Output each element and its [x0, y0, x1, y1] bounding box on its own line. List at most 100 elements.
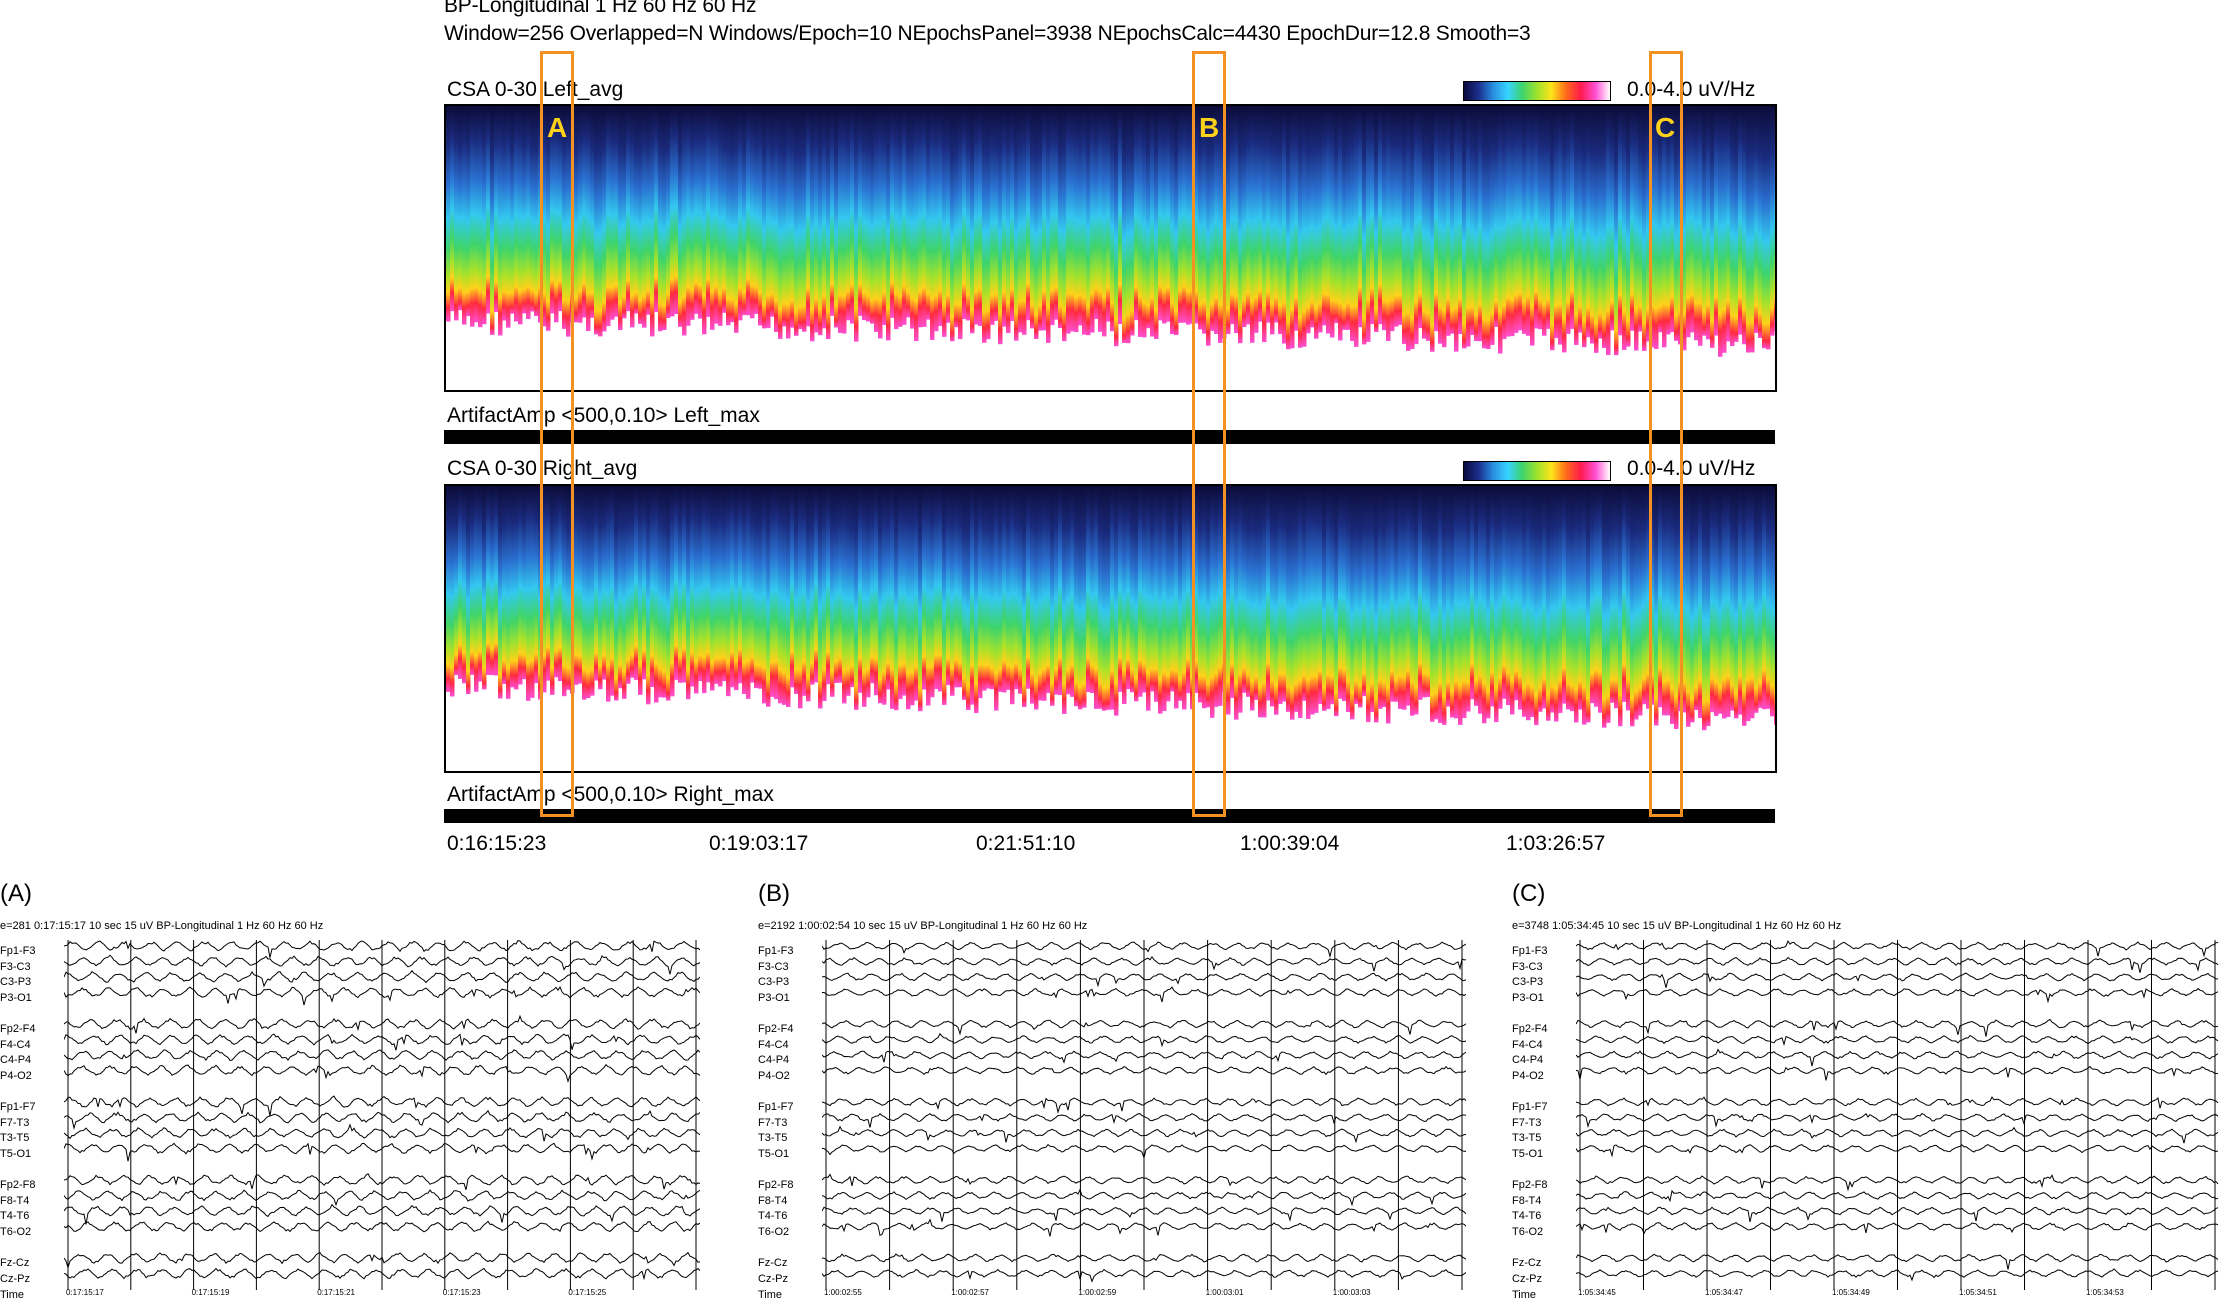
eeg-trace: [64, 1095, 700, 1116]
eeg-time-label: 0:17:15:19: [191, 1288, 230, 1297]
eeg-trace: [1576, 1126, 2219, 1144]
eeg-channel-label: Fp1-F7: [0, 1101, 36, 1113]
eeg-channel-label: F8-T4: [758, 1194, 788, 1207]
marker-label-c: C: [1655, 112, 1676, 143]
montage-header: BP-Longitudinal 1 Hz 60 Hz 60 Hz: [444, 0, 757, 17]
time-tick-3: 0:21:51:10: [976, 832, 1076, 855]
left-color-legend: [1463, 81, 1611, 101]
eeg-trace: [822, 1218, 1466, 1237]
eeg-trace: [822, 986, 1466, 1003]
marker-box-a: [540, 51, 574, 817]
eeg-traces: [822, 940, 1466, 1290]
eeg-trace: [1576, 1096, 2219, 1109]
eeg-channel-label: T4-T6: [1512, 1210, 1542, 1222]
eeg-trace: [64, 1220, 700, 1233]
eeg-trace: [1576, 1144, 2219, 1158]
eeg-trace: [1576, 1048, 2219, 1067]
left-artifact-bar: [444, 430, 1775, 444]
eeg-trace: [64, 1123, 700, 1142]
eeg-channel-label: C4-P4: [1512, 1054, 1544, 1066]
eeg-time-labels: 0:17:15:17 0:17:15:19 0:17:15:21 0:17:15:23…: [64, 1288, 700, 1302]
eeg-channel-label: F3-C3: [758, 960, 789, 973]
eeg-channel-label: T5-O1: [758, 1147, 790, 1160]
eeg-time-label: 1:05:34:45: [1578, 1288, 1616, 1297]
right-legend-range: 0.0-4.0 uV/Hz: [1627, 457, 1756, 480]
eeg-trace: [1576, 1018, 2219, 1037]
eeg-channel-label: T3-T5: [1512, 1132, 1542, 1144]
eeg-traces: [64, 940, 700, 1290]
eeg-channel-label: F7-T3: [1512, 1116, 1542, 1129]
left-spectrogram: [444, 104, 1777, 392]
left-spectrogram-plot: [446, 106, 1775, 390]
eeg-channel-label: T6-O2: [1512, 1225, 1544, 1238]
eeg-time-label: 1:00:03:01: [1205, 1288, 1244, 1297]
eeg-trace: [822, 1268, 1466, 1283]
eeg-channel-label: Fp2-F4: [1512, 1023, 1548, 1035]
eeg-trace: [822, 1050, 1466, 1064]
eeg-channel-label: T3-T5: [758, 1132, 788, 1144]
eeg-trace: [822, 956, 1466, 972]
eeg-trace: [1576, 1221, 2219, 1235]
eeg-trace: [64, 940, 700, 958]
eeg-trace: [822, 972, 1466, 988]
eeg-trace: [64, 1203, 700, 1225]
eeg-trace: [64, 969, 700, 988]
eeg-channel-label: F7-T3: [0, 1116, 30, 1129]
eeg-trace: [822, 1173, 1466, 1187]
eeg-trace: [64, 985, 700, 1006]
eeg-trace: [64, 1014, 700, 1034]
eeg-time-label: 0:17:15:21: [317, 1288, 355, 1297]
eeg-trace: [64, 1189, 700, 1207]
time-tick-1: 0:16:15:23: [447, 832, 547, 855]
eeg-time-label: 0:17:15:17: [66, 1288, 104, 1297]
eeg-trace: [1576, 956, 2219, 973]
eeg-trace: [822, 1112, 1466, 1128]
eeg-trace: [822, 1125, 1466, 1144]
eeg-channel-label: F3-C3: [0, 960, 31, 973]
eeg-channel-label: T5-O1: [1512, 1147, 1544, 1160]
eeg-channel-label: Fp1-F3: [758, 945, 794, 957]
eeg-trace: [64, 954, 700, 975]
eeg-channel-label: Fz-Cz: [0, 1257, 30, 1269]
eeg-time-label: 0:17:15:25: [568, 1288, 607, 1297]
eeg-time-labels: 1:05:34:45 1:05:34:47 1:05:34:49 1:05:34:51…: [1576, 1288, 2219, 1302]
eeg-trace: [1576, 1065, 2219, 1081]
eeg-trace: [822, 1188, 1466, 1207]
eeg-time-label: 1:00:02:55: [824, 1288, 862, 1297]
eeg-time-label: 1:05:34:49: [1832, 1288, 1870, 1297]
eeg-trace: [822, 1253, 1466, 1263]
eeg-channel-label: F3-C3: [1512, 960, 1543, 973]
eeg-trace: [822, 941, 1466, 959]
eeg-channel-label: Cz-Pz: [758, 1272, 788, 1285]
eeg-channel-label: P3-O1: [758, 991, 790, 1004]
eeg-channel-label: F7-T3: [758, 1116, 788, 1129]
eeg-channel-label: Time: [1512, 1289, 1537, 1301]
eeg-panel-info: e=2192 1:00:02:54 10 sec 15 uV BP-Longit…: [758, 920, 1088, 932]
eeg-channel-label: Fp1-F3: [1512, 945, 1548, 957]
eeg-channel-label: P3-O1: [1512, 991, 1544, 1004]
eeg-channel-label: P4-O2: [758, 1069, 790, 1082]
eeg-time-label: 1:00:03:03: [1332, 1288, 1371, 1297]
eeg-channel-label: P4-O2: [0, 1069, 32, 1082]
right-artifact-bar: [444, 809, 1775, 823]
eeg-panel-b: (B) e=2192 1:00:02:54 10 sec 15 uV BP-Lo…: [758, 880, 1468, 1310]
eeg-trace: [822, 1065, 1466, 1076]
eeg-channel-label: T4-T6: [758, 1210, 788, 1222]
eeg-time-label: 1:05:34:47: [1705, 1288, 1743, 1297]
eeg-panel-letter: (A): [0, 880, 32, 907]
eeg-channel-label: Fz-Cz: [1512, 1257, 1542, 1269]
eeg-channel-label: C3-P3: [0, 976, 32, 988]
time-tick-2: 0:19:03:17: [709, 832, 809, 855]
eeg-channel-label: C3-P3: [758, 976, 790, 988]
left-artifact-label: ArtifactAmp <500,0.10> Left_max: [447, 404, 760, 427]
eeg-trace: [1576, 972, 2219, 988]
eeg-channel-label: C4-P4: [0, 1054, 32, 1066]
eeg-trace: [64, 1063, 700, 1083]
eeg-channel-label: Fp2-F4: [0, 1023, 36, 1035]
eeg-traces: [1576, 940, 2219, 1290]
eeg-panel-info: e=281 0:17:15:17 10 sec 15 uV BP-Longitu…: [0, 920, 324, 932]
right-spectrogram: [444, 484, 1777, 773]
eeg-channel-label: Fp2-F8: [0, 1179, 36, 1191]
eeg-channel-label: Time: [758, 1289, 783, 1301]
eeg-channel-label: P3-O1: [0, 991, 32, 1004]
